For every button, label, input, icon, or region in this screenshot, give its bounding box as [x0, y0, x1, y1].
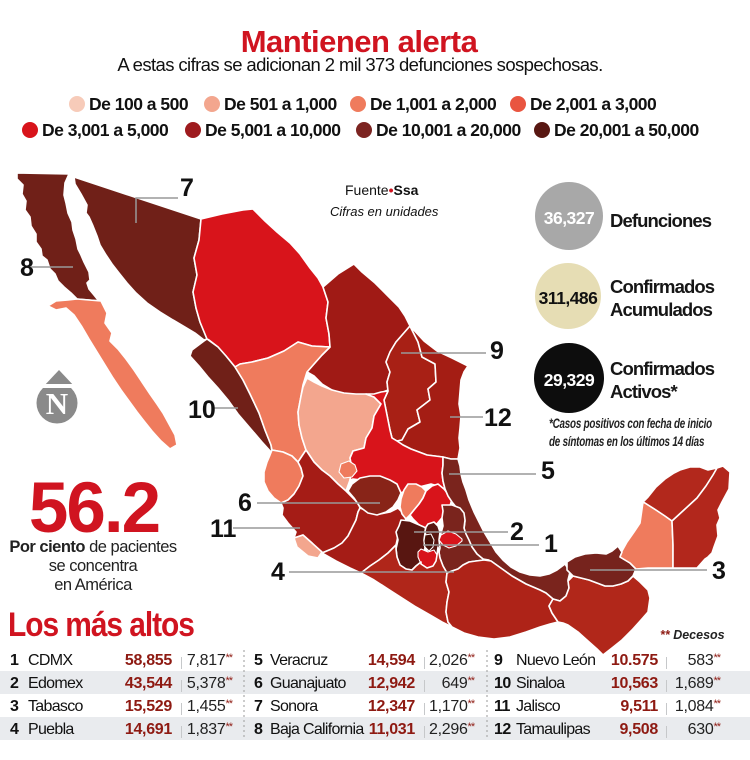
svg-text:9: 9: [490, 337, 504, 365]
svg-text:12: 12: [484, 404, 512, 432]
svg-text:8: 8: [20, 254, 34, 282]
svg-text:4: 4: [271, 558, 285, 586]
svg-text:1: 1: [544, 530, 558, 558]
svg-text:N: N: [46, 386, 68, 421]
svg-text:10: 10: [188, 396, 216, 424]
svg-text:2: 2: [510, 518, 524, 546]
svg-text:7: 7: [180, 174, 194, 202]
svg-text:Cifras en unidades: Cifras en unidades: [330, 204, 439, 219]
svg-text:5: 5: [541, 457, 555, 485]
svg-text:3: 3: [712, 557, 726, 585]
svg-text:6: 6: [238, 489, 252, 517]
svg-text:Fuente•Ssa: Fuente•Ssa: [345, 182, 419, 198]
svg-text:11: 11: [210, 515, 237, 543]
